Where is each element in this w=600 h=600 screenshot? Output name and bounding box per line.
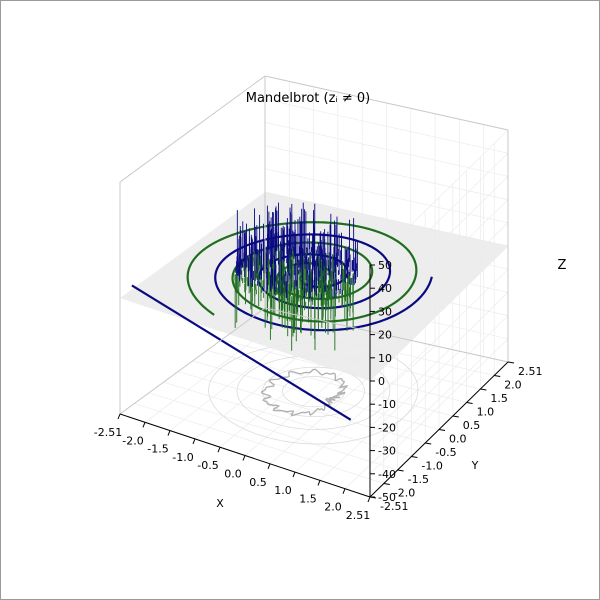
projection-contour bbox=[282, 376, 346, 408]
x-tick-label: -2.51 bbox=[94, 426, 122, 439]
x-tick-label: -1.5 bbox=[147, 443, 168, 456]
projection-contour bbox=[236, 354, 391, 430]
z-tick-label: 10 bbox=[378, 352, 392, 365]
y-tick-label: -0.5 bbox=[435, 446, 456, 459]
projection-contour bbox=[262, 366, 365, 418]
x-tick-label: 1.5 bbox=[299, 492, 317, 505]
x-tick-mark bbox=[242, 455, 246, 461]
y-tick-mark bbox=[466, 402, 473, 404]
z-tick-label: 20 bbox=[378, 329, 392, 342]
x-tick-label: -2.0 bbox=[122, 434, 143, 447]
z-tick-label: -40 bbox=[378, 468, 396, 481]
y-tick-label: 2.0 bbox=[504, 379, 522, 392]
x-tick-label: -0.5 bbox=[197, 459, 218, 472]
y-tick-mark bbox=[452, 415, 459, 418]
x-tick-label: -1.0 bbox=[172, 451, 193, 464]
series-spiral-0 bbox=[186, 221, 418, 323]
x-tick-label: 1.0 bbox=[274, 484, 292, 497]
y-tick-label: 1.0 bbox=[477, 406, 495, 419]
y-tick-mark bbox=[494, 375, 501, 377]
x-tick-mark bbox=[267, 463, 271, 469]
y-tick-mark bbox=[438, 429, 446, 431]
x-tick-mark bbox=[117, 413, 121, 420]
edge-top-right bbox=[264, 75, 509, 131]
y-tick-label: -1.5 bbox=[408, 473, 429, 486]
series-group bbox=[131, 202, 433, 421]
x-tick-mark bbox=[142, 422, 146, 428]
x-tick-mark bbox=[217, 447, 221, 453]
y-tick-mark bbox=[425, 442, 432, 445]
z-tick-label: 30 bbox=[378, 305, 392, 318]
z-tick-label: 0 bbox=[378, 375, 385, 388]
x-tick-mark bbox=[167, 430, 171, 436]
x-tick-mark bbox=[342, 488, 346, 494]
z-tick-label: -10 bbox=[378, 398, 396, 411]
y-tick-label: 0.0 bbox=[449, 433, 467, 446]
x-tick-label: 2.0 bbox=[324, 501, 342, 514]
y-tick-label: 1.5 bbox=[490, 392, 508, 405]
chart-title: Mandelbrot (zᵢ ≠ 0) bbox=[246, 91, 371, 106]
series-line bbox=[131, 284, 352, 421]
z-tick-label: -30 bbox=[378, 445, 396, 458]
y-tick-mark bbox=[411, 456, 418, 458]
z-tick-label: 50 bbox=[378, 259, 392, 272]
x-tick-label: 0.5 bbox=[249, 476, 267, 489]
y-tick-label: -2.0 bbox=[394, 487, 415, 500]
mandelbrot-silhouette bbox=[261, 368, 349, 417]
z-tick-label: 40 bbox=[378, 282, 392, 295]
x-tick-mark bbox=[367, 496, 371, 503]
x-tick-label: 0.0 bbox=[224, 468, 242, 481]
edge-floor-left bbox=[119, 307, 266, 415]
y-tick-label: 2.51 bbox=[518, 365, 543, 378]
y-tick-label: -2.51 bbox=[380, 500, 408, 513]
x-tick-mark bbox=[317, 480, 321, 486]
edge-top-left bbox=[119, 75, 266, 183]
y-tick-mark bbox=[383, 483, 390, 485]
y-axis-label: Y bbox=[471, 459, 479, 472]
y-tick-mark bbox=[507, 361, 515, 364]
z-tick-label: -20 bbox=[378, 421, 396, 434]
y-tick-label: -1.0 bbox=[421, 460, 442, 473]
series-spiral-1 bbox=[214, 233, 433, 332]
x-axis-label: X bbox=[216, 497, 224, 510]
z-axis-label: Z bbox=[558, 258, 567, 273]
x-tick-label: 2.51 bbox=[346, 509, 371, 522]
y-tick-label: 0.5 bbox=[463, 419, 481, 432]
x-tick-mark bbox=[192, 438, 196, 445]
edge-floor-right bbox=[264, 307, 509, 363]
mandelbrot-projection bbox=[208, 341, 419, 445]
y-tick-mark bbox=[397, 469, 404, 472]
y-tick-mark bbox=[480, 388, 487, 391]
x-tick-mark bbox=[292, 471, 296, 478]
projection-contour bbox=[208, 341, 419, 445]
tick-labels: -2.51-2.0-1.5-1.0-0.50.00.51.01.52.02.51… bbox=[94, 259, 543, 522]
z-tick-label: -50 bbox=[378, 491, 396, 504]
